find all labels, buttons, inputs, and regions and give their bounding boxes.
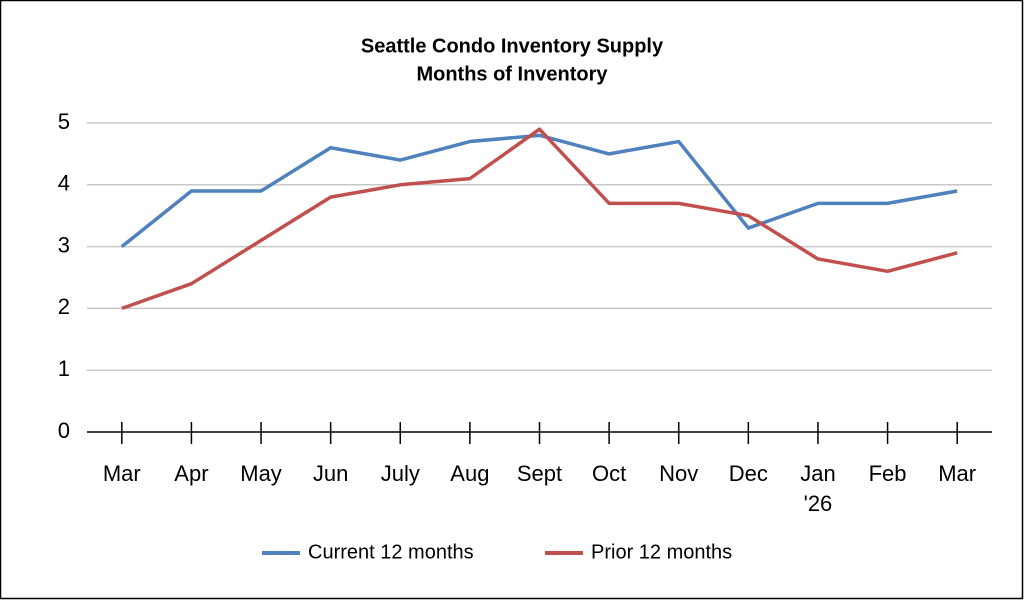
x-tick-label: Mar	[938, 461, 976, 486]
x-tick-label: Sept	[517, 461, 562, 486]
x-tick-label: May	[240, 461, 282, 486]
x-tick-label: Oct	[592, 461, 626, 486]
y-tick-label: 3	[58, 232, 70, 257]
x-tick-label: Jun	[313, 461, 348, 486]
y-tick-label: 0	[58, 418, 70, 443]
x-tick-label: July	[381, 461, 420, 486]
x-tick-label: Feb	[869, 461, 907, 486]
y-tick-label: 1	[58, 356, 70, 381]
chart-title: Seattle Condo Inventory Supply	[361, 35, 664, 57]
x-tick-label: Nov	[659, 461, 698, 486]
y-tick-label: 2	[58, 294, 70, 319]
legend-text: Prior 12 months	[591, 541, 732, 563]
y-tick-label: 4	[58, 171, 70, 196]
line-series	[120, 133, 958, 248]
legend-text: Current 12 months	[308, 541, 474, 563]
x-tick-label: Mar	[103, 461, 141, 486]
x-tick-label: Dec	[729, 461, 768, 486]
chart-subtitle: Months of Inventory	[416, 63, 608, 85]
y-tick-label: 5	[58, 109, 70, 134]
x-tick-label: Jan '26	[800, 461, 835, 516]
x-tick-label: Aug	[450, 461, 489, 486]
line-series	[121, 127, 958, 311]
x-tick-label: Apr	[174, 461, 208, 486]
